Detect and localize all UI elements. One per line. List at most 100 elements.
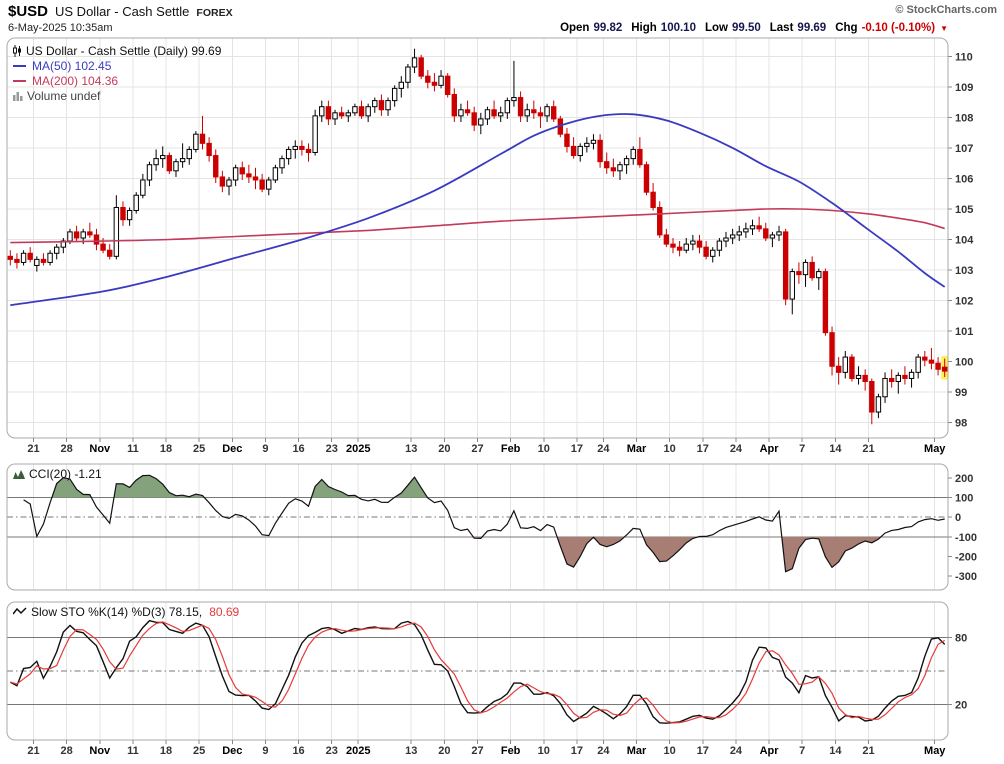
- sto-legend-text-d: 80.69: [209, 604, 240, 619]
- axis-ticks: [33, 55, 952, 744]
- svg-text:20: 20: [955, 699, 967, 711]
- timestamp: 6-May-2025 10:35am: [8, 22, 113, 34]
- svg-text:May: May: [924, 443, 946, 455]
- svg-text:13: 13: [405, 443, 417, 455]
- quote-change: Chg -0.10 (-0.10%) ▼: [835, 22, 948, 34]
- sto-panel-legend: Slow STO %K(14) %D(3) 78.15, 80.69: [13, 604, 240, 619]
- svg-text:2025: 2025: [346, 443, 370, 455]
- svg-text:200: 200: [955, 473, 973, 485]
- ma200-line: [10, 207, 945, 244]
- cci-positive-fill: [51, 475, 428, 498]
- ma50-legend-text: MA(50) 102.45: [32, 58, 112, 73]
- svg-text:101: 101: [955, 326, 973, 338]
- svg-text:13: 13: [405, 745, 417, 757]
- svg-text:102: 102: [955, 296, 973, 308]
- svg-text:25: 25: [193, 745, 205, 757]
- svg-text:Mar: Mar: [627, 745, 647, 757]
- sto-d-line: [10, 621, 946, 724]
- svg-text:11: 11: [127, 443, 139, 455]
- cci-line: [23, 474, 945, 573]
- ma200-legend-text: MA(200) 104.36: [32, 73, 119, 88]
- svg-text:20: 20: [438, 443, 450, 455]
- svg-text:10: 10: [664, 443, 676, 455]
- ma200-line-icon: [13, 79, 26, 82]
- quote-low: Low 99.50: [705, 22, 761, 34]
- svg-text:9: 9: [262, 745, 268, 757]
- svg-text:17: 17: [697, 745, 709, 757]
- svg-text:24: 24: [597, 745, 610, 757]
- low-label: Low: [704, 22, 728, 34]
- svg-text:11: 11: [127, 745, 139, 757]
- svg-text:10: 10: [538, 745, 550, 757]
- svg-text:24: 24: [730, 443, 743, 455]
- sto-line-icon: [13, 607, 27, 616]
- high-value: 100.10: [660, 22, 696, 34]
- svg-text:25: 25: [193, 443, 205, 455]
- chg-value: -0.10 (-0.10%): [861, 22, 936, 34]
- svg-text:98: 98: [955, 418, 967, 430]
- svg-text:14: 14: [829, 745, 842, 757]
- svg-text:107: 107: [955, 143, 973, 155]
- svg-text:10: 10: [664, 745, 676, 757]
- svg-text:17: 17: [571, 745, 583, 757]
- svg-text:18: 18: [160, 745, 172, 757]
- svg-text:-300: -300: [955, 571, 977, 583]
- svg-text:7: 7: [799, 745, 805, 757]
- svg-text:10: 10: [538, 443, 550, 455]
- quote-bar: Open 99.82 High 100.10 Low 99.50 Last 99…: [560, 22, 948, 34]
- open-value: 99.82: [593, 22, 623, 34]
- volume-legend-text: Volume undef: [27, 88, 101, 103]
- symbol: $USD: [8, 3, 49, 20]
- svg-text:21: 21: [862, 443, 874, 455]
- cci-panel-legend: CCI(20) -1.21: [13, 466, 102, 481]
- copyright: © StockCharts.com: [895, 4, 997, 16]
- high-label: High: [631, 22, 657, 34]
- ma50-line: [10, 113, 946, 307]
- quote-high: High 100.10: [631, 22, 696, 34]
- down-triangle-icon: ▼: [940, 23, 948, 33]
- svg-text:27: 27: [471, 443, 483, 455]
- svg-text:80: 80: [955, 633, 967, 645]
- svg-text:27: 27: [471, 745, 483, 757]
- sto-legend-text-k: Slow STO %K(14) %D(3) 78.15,: [31, 604, 203, 619]
- sto-legend-row: Slow STO %K(14) %D(3) 78.15, 80.69: [13, 604, 240, 619]
- svg-text:16: 16: [292, 443, 304, 455]
- svg-text:17: 17: [697, 443, 709, 455]
- svg-text:Feb: Feb: [501, 745, 521, 757]
- svg-text:103: 103: [955, 265, 973, 277]
- svg-text:9: 9: [262, 443, 268, 455]
- sto-k-line: [9, 619, 946, 724]
- svg-text:Nov: Nov: [89, 443, 111, 455]
- svg-text:21: 21: [27, 745, 39, 757]
- svg-text:23: 23: [326, 443, 338, 455]
- svg-text:24: 24: [730, 745, 743, 757]
- svg-text:Mar: Mar: [627, 443, 647, 455]
- svg-text:Nov: Nov: [89, 745, 111, 757]
- svg-text:99: 99: [955, 387, 967, 399]
- svg-text:18: 18: [160, 443, 172, 455]
- cci-legend-text: CCI(20) -1.21: [29, 466, 102, 481]
- svg-text:Apr: Apr: [760, 745, 780, 757]
- svg-text:109: 109: [955, 82, 973, 94]
- svg-text:14: 14: [829, 443, 842, 455]
- cci-legend-row: CCI(20) -1.21: [13, 466, 102, 481]
- last-label: Last: [769, 22, 794, 34]
- svg-text:21: 21: [862, 745, 874, 757]
- svg-text:Dec: Dec: [222, 745, 242, 757]
- quote-last: Last 99.69: [770, 22, 826, 34]
- svg-text:-200: -200: [955, 552, 977, 564]
- price-legend-row: US Dollar - Cash Settle (Daily) 99.69: [13, 44, 221, 58]
- svg-text:20: 20: [438, 745, 450, 757]
- svg-text:-100: -100: [955, 532, 977, 544]
- axis-labels: 9899100101102103104105106107108109110200…: [27, 51, 977, 757]
- ma200-legend: MA(200) 104.36: [13, 73, 221, 88]
- exchange-label: FOREX: [196, 7, 233, 19]
- svg-text:Apr: Apr: [760, 443, 780, 455]
- svg-text:110: 110: [955, 51, 973, 63]
- low-value: 99.50: [731, 22, 761, 34]
- svg-text:108: 108: [955, 112, 973, 124]
- svg-text:23: 23: [326, 745, 338, 757]
- quote-open: Open 99.82: [560, 22, 622, 34]
